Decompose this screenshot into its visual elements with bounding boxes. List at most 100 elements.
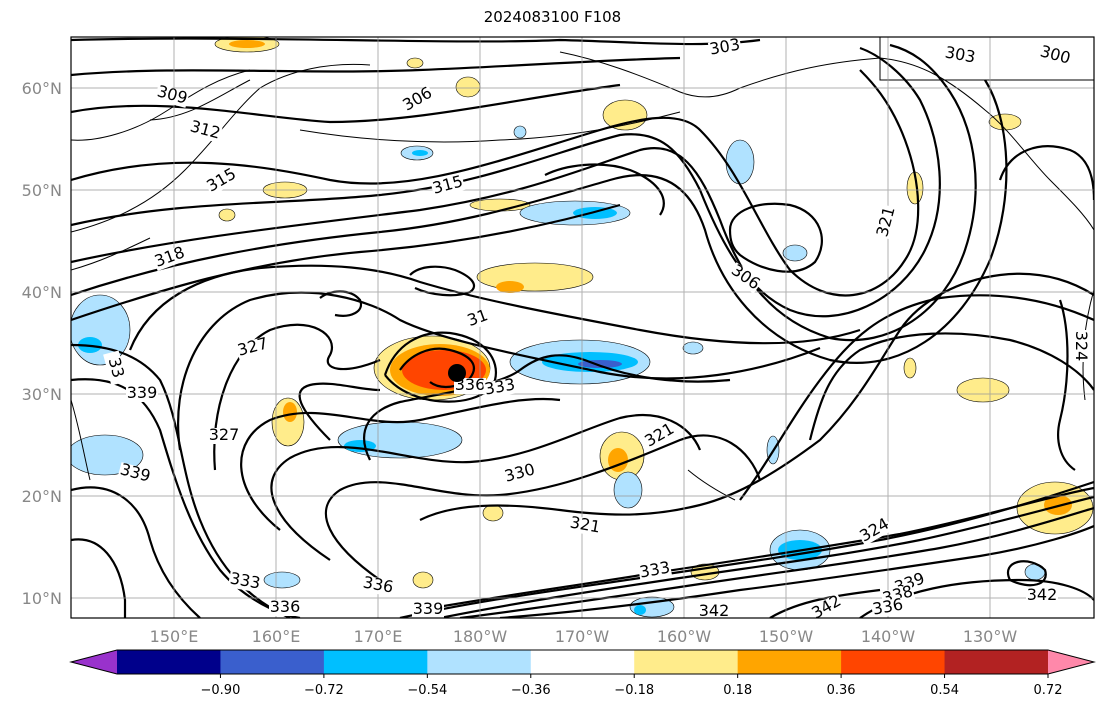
contour-label-bg [809,593,845,618]
coast-japan [71,399,91,481]
contour-line [419,486,1094,612]
lon-label: 160°W [657,627,712,646]
contour-label-bg [727,262,763,294]
colorbar-tick-label: −0.54 [407,683,447,698]
contour-label-bg [152,245,188,271]
lat-axis: 60°N 50°N 40°N 30°N 20°N 10°N [22,79,62,608]
contour-line [499,524,1094,618]
shade-patch [412,150,428,156]
colorbar-tick-label: 0.18 [723,683,752,698]
shade-patch [263,571,301,589]
contour-label: 33 [105,355,129,380]
colorbar-outline [69,649,1096,675]
lon-label: 140°W [861,627,916,646]
colorbar-segment [530,650,635,674]
contour-label-bg [567,515,603,537]
colorbar-tick-label: −0.72 [304,683,344,698]
shade-patch [634,605,646,615]
contour-label-bg [154,84,190,108]
lon-label: 150°E [150,627,199,646]
contour-line [739,294,1094,501]
contour-label-bg [698,604,730,618]
shade-patch [782,244,808,262]
colorbar-tick-label: −0.18 [614,683,654,698]
border-canada [879,37,1094,81]
shade-patch [513,125,527,139]
contour-line [71,486,201,618]
contour-label: 303 [708,35,741,59]
contour-line [71,69,920,297]
colorbar-tick-label: 0.54 [930,683,959,698]
contour-line [1057,299,1076,471]
contour-label-bg [1026,588,1058,604]
lon-label: 150°W [759,627,814,646]
coast-alaska-south [739,57,1094,231]
contour-line [177,291,821,451]
colorbar-tick-label: 0.36 [827,683,856,698]
colorbar-tick-label: −0.90 [201,683,241,698]
colorbar-segment [944,650,1049,674]
contour-line [270,414,702,561]
lon-label: 170°W [555,627,610,646]
map-title: 2024083100 F108 [483,8,622,26]
coast-kamchatka [149,79,251,121]
contour-label-bg [942,45,978,67]
contour-line [298,382,381,441]
lat-label: 30°N [22,385,62,404]
colorbar-extend-high [1048,650,1094,674]
contour-line [128,264,861,351]
coast-kurils [71,237,151,271]
contour-line [71,203,621,322]
contour-line [71,37,761,46]
contour-line [544,163,665,216]
contour-label-bg [227,571,263,593]
colorbar-segment [117,650,221,674]
contour-label-bg [126,386,158,402]
contour-label: 342 [699,601,730,620]
lat-label: 10°N [22,589,62,608]
contour-label-bg [235,336,271,360]
contour-line [769,588,881,618]
lat-label: 60°N [22,79,62,98]
contour-line [409,265,476,297]
shade-patch [725,139,755,185]
contour-label-bg [103,350,127,386]
contour-label-bg [204,166,240,196]
contour-line [419,272,1094,521]
contour-label-bg [412,602,444,618]
contour-line [728,202,823,273]
colorbar-segment [634,650,739,674]
shade-patch [476,262,594,292]
shade-patch [406,57,424,69]
contours [71,37,1094,618]
contour-line [399,347,475,388]
contour-label-bg [117,462,153,486]
shade-patch [218,208,236,222]
contour-line [459,506,1094,618]
lon-label: 180°W [453,627,508,646]
contour-label-bg [430,174,466,198]
contour-label: 339 [413,599,444,618]
shade-patch [496,281,524,293]
contour-label-bg [707,37,743,59]
colorbar: −0.90 −0.72 −0.54 −0.36 −0.18 0.18 0.36 0.54 0.7… [69,649,1096,698]
coast-okhotsk [71,69,251,141]
colorbar-segment [323,650,428,674]
shaded-fields [71,37,1094,618]
contour-line [319,290,363,317]
coastlines [71,37,1094,501]
contour-label: 339 [127,383,158,402]
plot-frame [70,36,1095,619]
contour-line [71,538,127,618]
colorbar-segment [427,650,532,674]
contour-label: 336 [871,595,904,619]
colorbar-tick-label: 0.72 [1034,683,1063,698]
contour-line [439,495,1094,618]
shade-patch [412,571,434,589]
coast-hawaii [687,469,736,501]
coast-alaska-west [559,51,741,98]
contour-label-bg [460,306,496,332]
contour-label-bg [642,421,678,451]
contour-label: 336 [270,597,301,616]
contour-line [240,397,561,531]
